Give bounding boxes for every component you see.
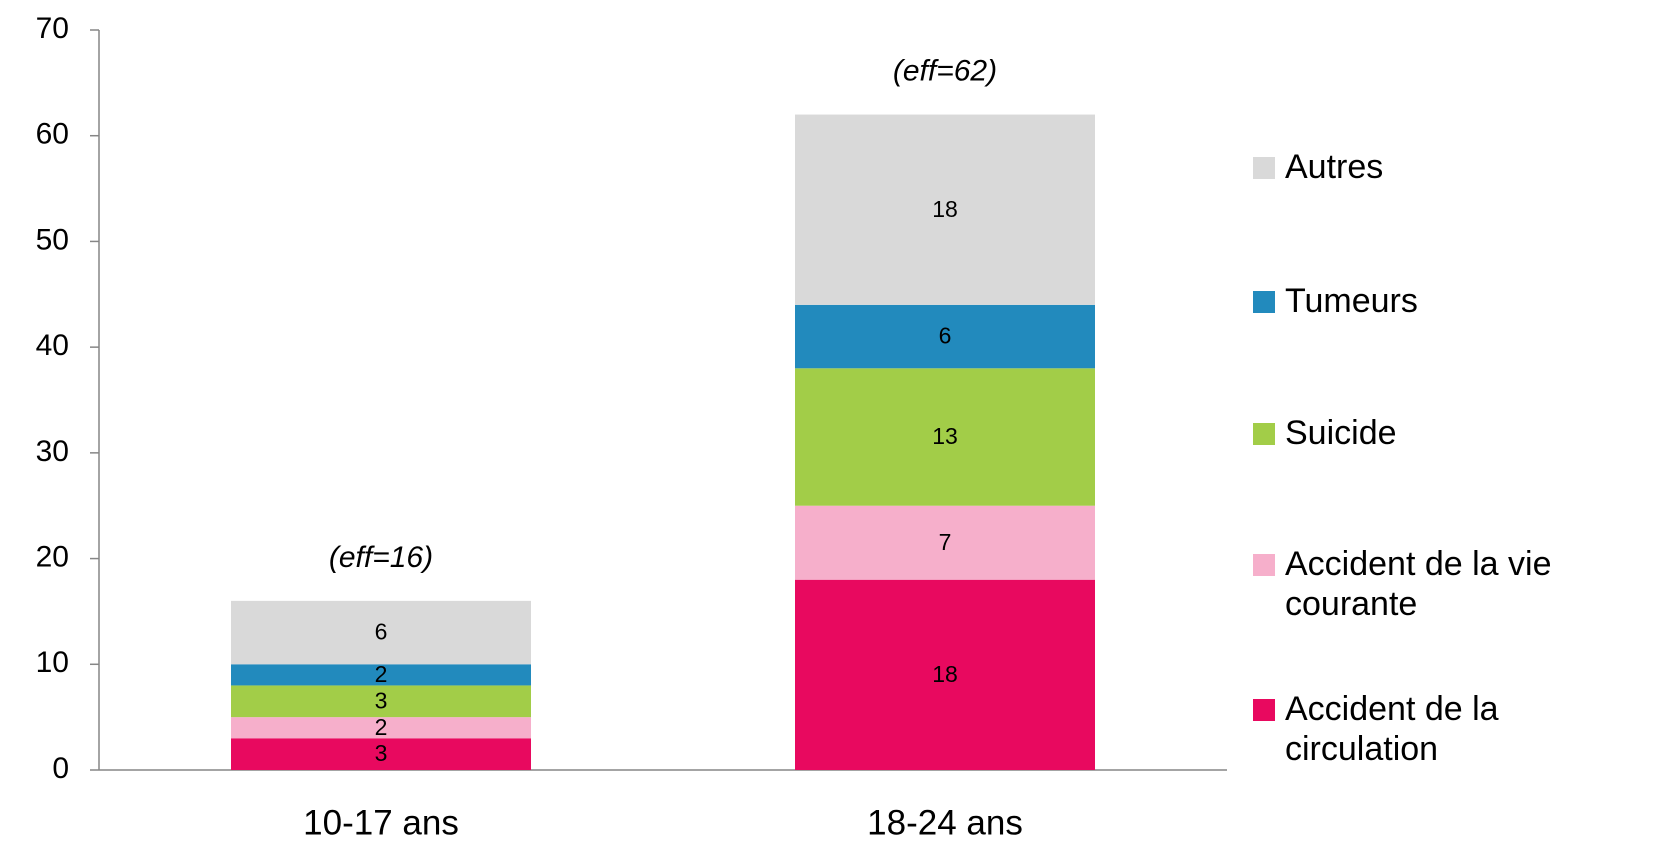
- data-label: 18: [932, 196, 958, 222]
- data-label: 6: [375, 619, 388, 645]
- bar-segment: [231, 717, 531, 739]
- legend-label: Accident de la circulation: [1285, 690, 1499, 768]
- bar-segment: [795, 579, 1095, 770]
- legend-label: Tumeurs: [1285, 282, 1418, 320]
- y-tick-label: 50: [36, 223, 69, 256]
- bar-segment: [231, 738, 531, 770]
- legend-swatch: [1253, 554, 1275, 576]
- data-label: 3: [375, 740, 388, 766]
- legend-label: Autres: [1285, 148, 1384, 186]
- bar-segment: [231, 600, 531, 665]
- legend-item: Tumeurs: [1253, 281, 1655, 321]
- annotation: (eff=62): [893, 54, 997, 87]
- data-label: 3: [375, 687, 388, 713]
- legend-label: Suicide: [1285, 414, 1397, 452]
- legend-item: Accident de la circulation: [1253, 689, 1655, 769]
- legend-item: Autres: [1253, 147, 1655, 187]
- x-tick-label: 10-17 ans: [303, 803, 459, 842]
- y-tick-label: 0: [52, 752, 69, 785]
- y-tick-label: 40: [36, 329, 69, 362]
- annotation: (eff=16): [329, 541, 433, 574]
- data-label: 13: [932, 423, 958, 449]
- legend-swatch: [1253, 699, 1275, 721]
- data-label: 18: [932, 661, 958, 687]
- data-label: 7: [939, 529, 952, 555]
- data-label: 2: [375, 661, 388, 687]
- y-tick-label: 20: [36, 540, 69, 573]
- bar-segment: [795, 505, 1095, 580]
- data-label: 2: [375, 714, 388, 740]
- legend-item: Suicide: [1253, 413, 1655, 453]
- data-label: 6: [939, 323, 952, 349]
- bar-segment: [795, 368, 1095, 506]
- bar-segment: [795, 304, 1095, 369]
- y-tick-label: 30: [36, 435, 69, 468]
- bar-segment: [795, 114, 1095, 305]
- legend-swatch: [1253, 157, 1275, 179]
- legend-label: Accident de la vie courante: [1285, 545, 1552, 623]
- y-tick-label: 60: [36, 118, 69, 151]
- legend-swatch: [1253, 291, 1275, 313]
- bar-segment: [231, 685, 531, 718]
- x-tick-label: 18-24 ans: [867, 803, 1023, 842]
- y-tick-label: 70: [36, 12, 69, 45]
- legend-swatch: [1253, 423, 1275, 445]
- bar-segment: [231, 664, 531, 686]
- legend-item: Accident de la vie courante: [1253, 544, 1655, 624]
- y-tick-label: 10: [36, 646, 69, 679]
